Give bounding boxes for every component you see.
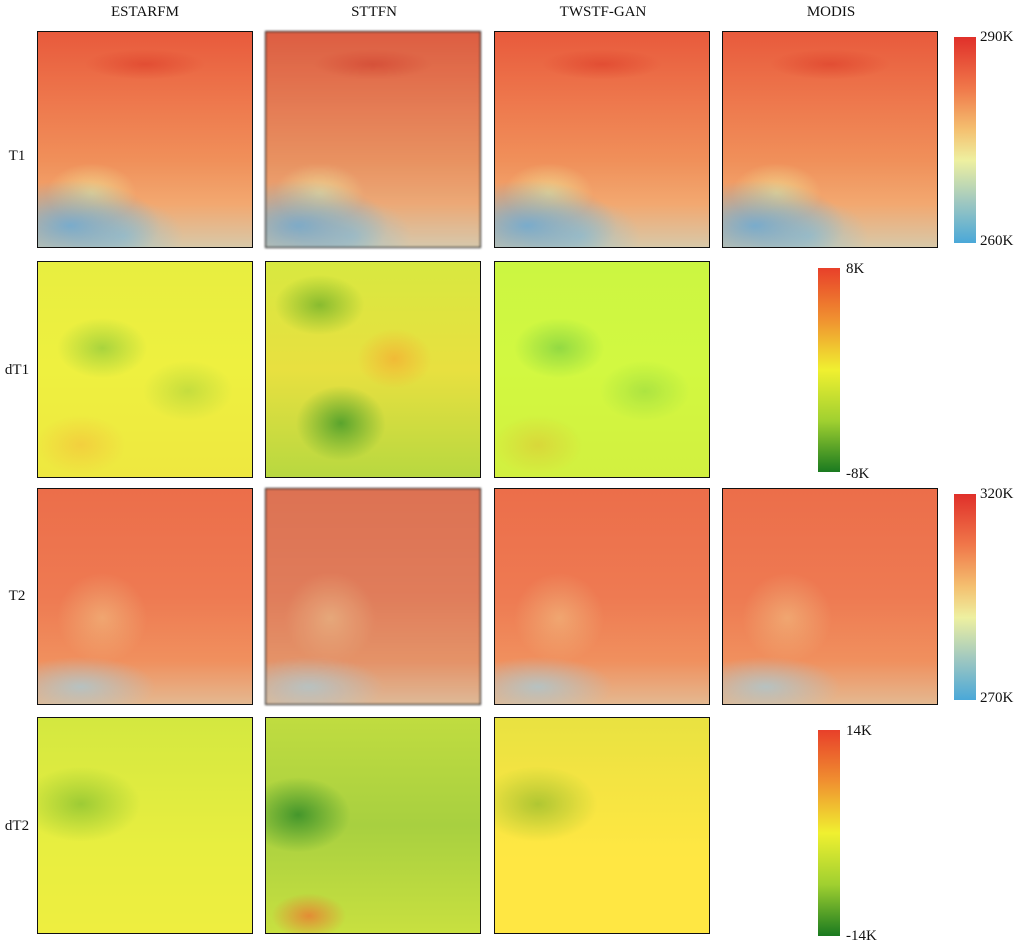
panel-t2-modis [722,488,938,705]
panel-dt2-twstf-gan [494,717,710,934]
colorbar-t2 [954,494,976,700]
panel-t1-estarfm [37,31,253,248]
colorbar-dt2 [818,730,840,936]
colorbar-t1-min: 260K [980,233,1014,249]
panel-t1-modis [722,31,938,248]
colorbar-dt1-min: -8K [846,466,870,482]
panel-dt1-estarfm [37,261,253,478]
colorbar-dt2-max: 14K [846,723,872,739]
panel-dt1-twstf-gan [494,261,710,478]
panel-t2-twstf-gan [494,488,710,705]
colorbar-dt2-min: -14K [846,928,877,944]
row-label-t2: T2 [8,588,26,604]
row-label-t1: T1 [8,148,26,164]
colorbar-t1-max: 290K [980,29,1014,45]
panel-t1-sttfn [265,31,481,248]
panel-dt2-sttfn [265,717,481,934]
panel-t2-sttfn [265,488,481,705]
row-label-dt1: dT1 [4,362,30,378]
column-title-estarfm: ESTARFM [111,4,179,20]
panel-t1-twstf-gan [494,31,710,248]
panel-t2-estarfm [37,488,253,705]
column-title-modis: MODIS [806,4,856,20]
column-title-twstf-gan: TWSTF-GAN [559,4,647,20]
colorbar-t2-min: 270K [980,690,1014,706]
panel-dt1-sttfn [265,261,481,478]
panel-dt2-estarfm [37,717,253,934]
colorbar-t2-max: 320K [980,486,1014,502]
column-title-sttfn: STTFN [351,4,397,20]
colorbar-dt1 [818,268,840,472]
row-label-dt2: dT2 [4,818,30,834]
colorbar-dt1-max: 8K [846,261,865,277]
colorbar-t1 [954,37,976,243]
